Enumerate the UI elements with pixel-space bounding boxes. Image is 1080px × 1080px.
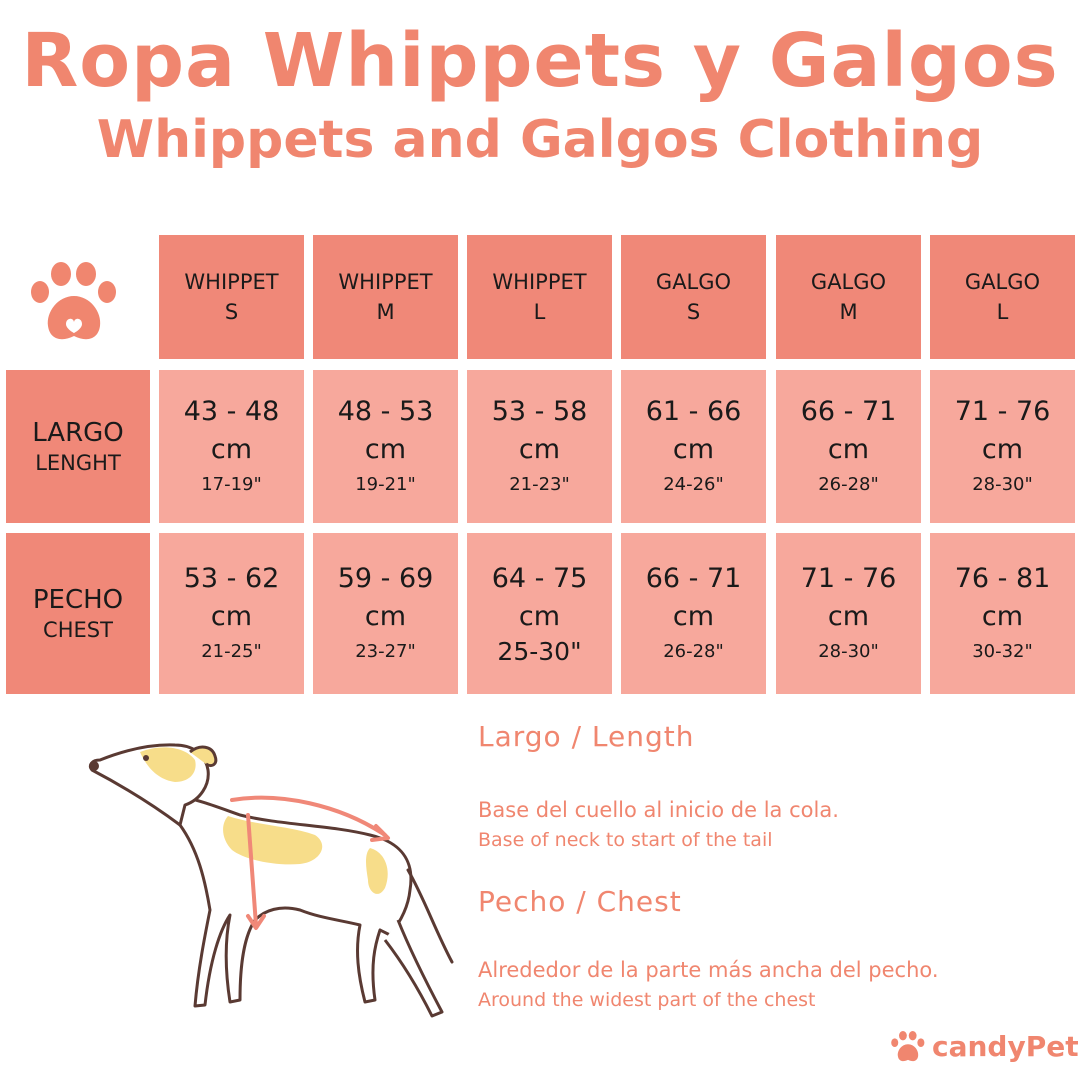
inch-range: 23-27" [355,640,416,662]
size-cell: 66 - 71 cm 26-28" [776,370,921,523]
cm-unit: cm [827,433,870,465]
column-header-line2: L [533,300,546,324]
paw-logo-icon [891,1030,925,1061]
cm-range: 61 - 66 [645,395,742,427]
cm-range: 64 - 75 [491,562,588,594]
cm-range: 71 - 76 [954,395,1051,427]
column-header-line2: S [224,300,239,324]
size-cell: 64 - 75 cm 25-30" [467,533,612,694]
title-spanish: Ropa Whippets y Galgos [21,18,1059,104]
row-header-label: PECHO [32,584,124,615]
cm-range: 76 - 81 [954,562,1051,594]
inch-range: 24-26" [663,473,724,495]
size-cell: 61 - 66 cm 24-26" [621,370,766,523]
cm-unit: cm [672,433,715,465]
cm-unit: cm [672,600,715,632]
column-header-line2: L [996,300,1009,324]
inch-range: 26-28" [818,473,879,495]
chest-text-es: Alrededor de la parte más ancha del pech… [478,958,939,982]
cm-range: 43 - 48 [183,395,280,427]
cm-unit: cm [827,600,870,632]
title-english: Whippets and Galgos Clothing [96,110,984,170]
cm-unit: cm [364,433,407,465]
cm-range: 71 - 76 [800,562,897,594]
size-cell: 59 - 69 cm 23-27" [313,533,458,694]
size-cell: 43 - 48 cm 17-19" [159,370,304,523]
size-cell: 66 - 71 cm 26-28" [621,533,766,694]
column-header-whippet-s: WHIPPET S [159,235,304,359]
size-cell: 53 - 58 cm 21-23" [467,370,612,523]
registered-mark: ® [1079,1030,1080,1044]
chest-description: Alrededor de la parte más ancha del pech… [478,955,939,1015]
row-header-label: LARGO [32,417,124,448]
cm-unit: cm [210,600,253,632]
row-header-sublabel: CHEST [43,617,113,642]
inch-range: 30-32" [972,640,1033,662]
size-cell: 71 - 76 cm 28-30" [776,533,921,694]
column-header-galgo-m: GALGO M [776,235,921,359]
size-cell: 53 - 62 cm 21-25" [159,533,304,694]
inch-range: 25-30" [497,636,582,666]
dog-illustration [88,743,454,1018]
size-cell: 76 - 81 cm 30-32" [930,533,1075,694]
column-header-line1: WHIPPET [184,270,279,294]
chest-text-en: Around the widest part of the chest [478,989,816,1011]
column-header-line1: GALGO [810,270,887,294]
size-cell: 71 - 76 cm 28-30" [930,370,1075,523]
column-header-whippet-m: WHIPPET M [313,235,458,359]
cm-range: 66 - 71 [800,395,897,427]
length-text-es: Base del cuello al inicio de la cola. [478,798,839,822]
cm-unit: cm [364,600,407,632]
cm-range: 66 - 71 [645,562,742,594]
column-header-line2: M [376,300,395,324]
paw-icon [31,262,116,340]
column-header-line1: WHIPPET [338,270,433,294]
cm-range: 53 - 62 [183,562,280,594]
column-header-galgo-s: GALGO S [621,235,766,359]
brand-logo: candyPet ® [890,1030,1080,1063]
length-text-en: Base of neck to start of the tail [478,829,773,851]
cm-unit: cm [518,600,561,632]
length-description: Base del cuello al inicio de la cola. Ba… [478,795,839,855]
chest-heading: Pecho / Chest [478,885,682,918]
size-cell: 48 - 53 cm 19-21" [313,370,458,523]
column-header-line1: GALGO [964,270,1041,294]
inch-range: 17-19" [201,473,262,495]
column-header-whippet-l: WHIPPET L [467,235,612,359]
row-header-length: LARGO LENGHT [6,370,150,523]
inch-range: 28-30" [818,640,879,662]
column-header-line1: WHIPPET [492,270,587,294]
cm-range: 59 - 69 [337,562,434,594]
inch-range: 19-21" [355,473,416,495]
column-header-line1: GALGO [655,270,732,294]
length-heading: Largo / Length [478,720,695,753]
cm-unit: cm [981,433,1024,465]
column-header-line2: S [686,300,701,324]
column-header-galgo-l: GALGO L [930,235,1075,359]
inch-range: 28-30" [972,473,1033,495]
brand-name: candyPet [932,1030,1079,1063]
cm-unit: cm [210,433,253,465]
row-header-sublabel: LENGHT [35,450,121,475]
cm-range: 53 - 58 [491,395,588,427]
cm-unit: cm [981,600,1024,632]
cm-range: 48 - 53 [337,395,434,427]
inch-range: 21-25" [201,640,262,662]
row-header-chest: PECHO CHEST [6,533,150,694]
cm-unit: cm [518,433,561,465]
column-header-line2: M [839,300,858,324]
inch-range: 21-23" [509,473,570,495]
inch-range: 26-28" [663,640,724,662]
